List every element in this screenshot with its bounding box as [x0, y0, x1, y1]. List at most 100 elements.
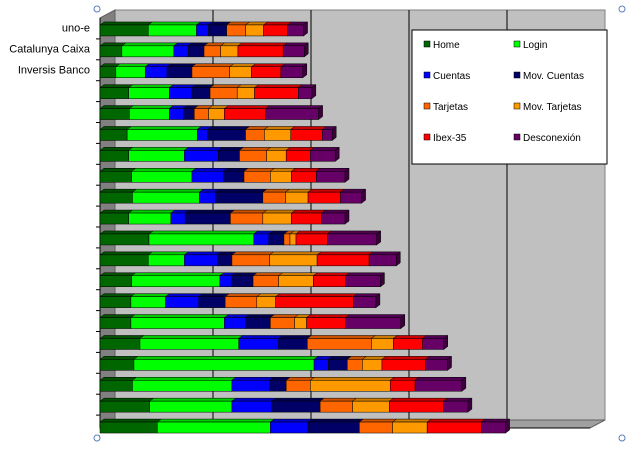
bar-segment — [128, 87, 170, 99]
bar-segment — [115, 66, 146, 78]
bar-top — [149, 397, 237, 402]
bar-segment — [196, 24, 209, 37]
bar-segment — [99, 66, 117, 78]
legend-swatch — [513, 71, 521, 79]
selection-handle — [93, 5, 101, 13]
bar-top — [244, 314, 276, 318]
bar-segment — [283, 233, 291, 246]
bar-segment — [121, 45, 175, 58]
bar-top — [280, 63, 308, 67]
bar-top — [381, 356, 431, 360]
bar-top — [269, 418, 313, 423]
bar-top — [133, 356, 319, 360]
bar-segment — [99, 400, 151, 413]
bar-top — [370, 335, 398, 339]
bar-segment — [173, 45, 189, 58]
legend-label: Mov. Cuentas — [523, 71, 584, 82]
bar-segment — [352, 400, 390, 413]
bar-top — [99, 397, 155, 402]
bar-segment — [359, 421, 393, 434]
bar-top — [269, 314, 300, 318]
bar-segment — [392, 338, 423, 350]
bar-top — [144, 63, 172, 67]
bar-top — [99, 188, 138, 193]
category-label: Catalunya Caixa — [9, 43, 91, 55]
bar-top — [305, 314, 351, 318]
bar-segment — [245, 317, 271, 329]
legend-swatch — [513, 102, 521, 110]
bar-top — [262, 209, 297, 214]
bar-top — [443, 397, 473, 402]
bar-segment — [268, 233, 285, 246]
bar-top — [290, 209, 327, 214]
bar-top — [99, 84, 134, 88]
bar-side — [361, 188, 366, 204]
bar-segment — [278, 275, 314, 287]
bar-segment — [165, 296, 200, 308]
bar-segment — [316, 171, 346, 183]
bar-top — [243, 168, 276, 172]
bar-segment — [231, 275, 254, 287]
bar-side — [461, 376, 467, 392]
bar-segment — [215, 191, 264, 204]
bar-segment — [321, 212, 346, 225]
bar-segment — [139, 338, 239, 350]
bar-segment — [245, 129, 265, 141]
bar-segment — [328, 359, 348, 371]
bar-top — [99, 126, 132, 130]
bar-segment — [381, 359, 426, 371]
bar-segment — [238, 338, 279, 350]
bar-segment — [422, 338, 445, 350]
bar-segment — [209, 87, 238, 99]
bar-side — [375, 293, 381, 309]
bar-top — [228, 63, 257, 67]
bar-top — [352, 293, 381, 297]
legend-swatch — [423, 40, 431, 48]
bar-top — [99, 356, 139, 360]
bar-segment — [99, 421, 158, 434]
bar-segment — [99, 87, 129, 99]
bar-segment — [285, 380, 311, 392]
bar-side — [311, 84, 317, 100]
bar-segment — [224, 296, 258, 308]
legend-swatch — [513, 133, 521, 141]
bar-segment — [243, 171, 271, 183]
bar-segment — [425, 359, 448, 371]
bar-top — [307, 188, 346, 193]
bar-side — [467, 397, 473, 413]
legend-swatch — [423, 71, 431, 79]
bar-top — [191, 168, 229, 172]
legend-label: Mov. Tarjetas — [523, 102, 582, 113]
bar-segment — [270, 317, 295, 329]
bar-top — [391, 418, 432, 423]
bar-segment — [290, 129, 323, 141]
bar-top — [320, 209, 350, 214]
legend-swatch — [513, 40, 521, 48]
bar-top — [139, 335, 244, 339]
bar-top — [184, 209, 236, 214]
bar-top — [238, 147, 272, 151]
bar-top — [368, 251, 402, 256]
bar-top — [99, 335, 145, 339]
bar-segment — [236, 87, 255, 99]
legend-swatch — [423, 133, 431, 141]
bar-segment — [223, 171, 245, 183]
bar-top — [231, 377, 275, 381]
bar-segment — [245, 24, 264, 37]
bar-segment — [295, 233, 328, 246]
bar-segment — [196, 129, 209, 141]
bar-segment — [327, 233, 377, 246]
legend-swatch — [423, 102, 431, 110]
bar-segment — [99, 150, 129, 162]
bar-segment — [306, 317, 347, 329]
bar-top — [128, 105, 175, 109]
bar-segment — [99, 171, 132, 183]
bar-segment — [347, 359, 363, 371]
legend-label: Ibex-35 — [433, 133, 467, 144]
bar-top — [389, 377, 420, 381]
bar-segment — [149, 400, 233, 413]
bar-segment — [208, 24, 227, 37]
bar-segment — [99, 24, 149, 37]
